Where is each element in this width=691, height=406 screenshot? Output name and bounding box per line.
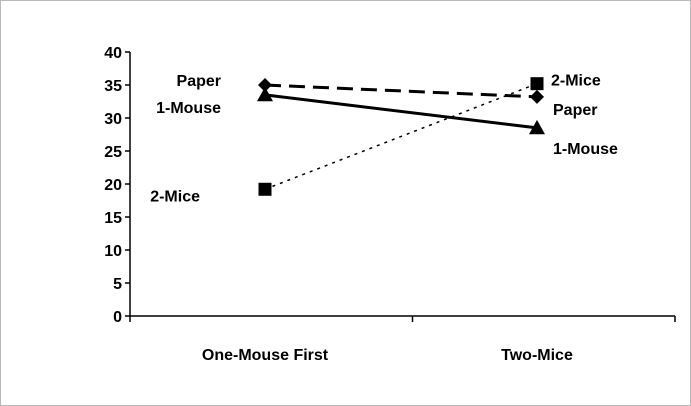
y-tick-label: 0 [113,309,122,326]
data-point [257,86,273,102]
data-point [530,89,544,104]
series-markers [257,77,545,196]
axes [125,51,676,322]
data-point [530,77,544,91]
series-annotations: Paper 1-Mouse 2-Mice 2-Mice Paper 1-Mouse [150,73,618,206]
y-tick-label: 40 [104,45,122,62]
series-annotation: 2-Mice [150,188,200,205]
series-annotation: 2-Mice [551,73,601,90]
y-tick-labels: 0 5 10 15 20 25 30 35 40 [104,45,122,326]
series-line [264,83,538,99]
series-annotation: Paper [553,102,597,119]
category-label: One-Mouse First [202,347,329,364]
series-annotation: Paper [177,73,221,90]
y-tick-label: 15 [104,210,122,227]
series-lines [264,82,538,190]
y-tick-label: 35 [104,78,122,95]
series-annotation: 1-Mouse [156,100,221,117]
category-label: Two-Mice [501,347,573,364]
y-tick-label: 5 [113,276,122,293]
data-point [258,78,272,92]
series-line [264,93,538,130]
data-point [529,119,545,135]
y-tick-label: 10 [104,243,122,260]
data-point [258,182,272,196]
y-tick-label: 20 [104,177,122,194]
series-annotation: 1-Mouse [553,141,618,158]
category-labels: One-Mouse First Two-Mice [202,347,573,364]
y-tick-label: 25 [104,144,122,161]
y-tick-label: 30 [104,111,122,128]
series-line [264,82,538,190]
